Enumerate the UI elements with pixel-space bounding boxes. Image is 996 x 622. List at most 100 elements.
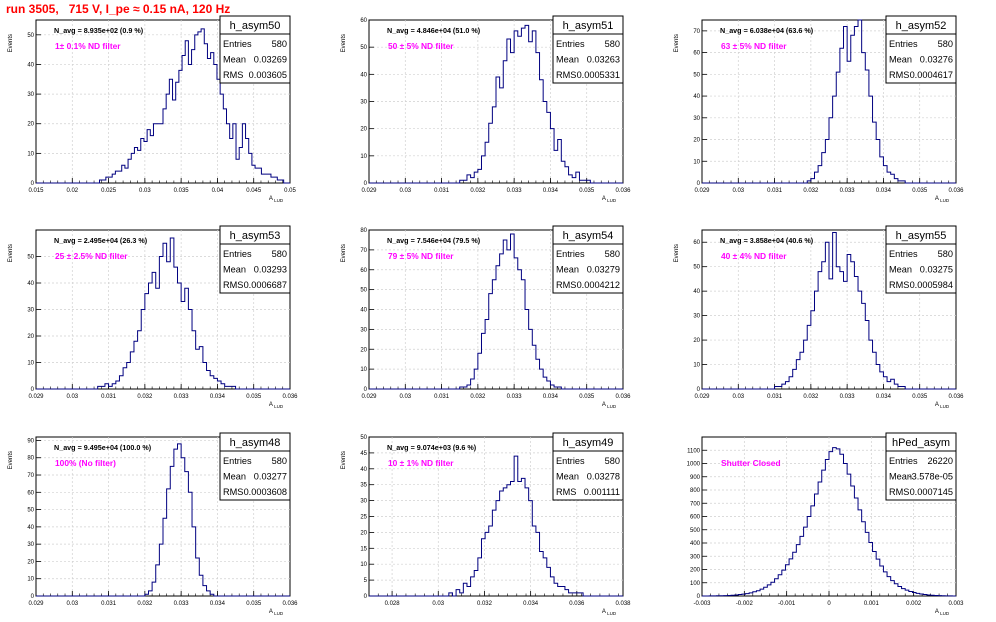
x-tick-label: 0.029 <box>28 601 44 607</box>
x-tick-label: 0.034 <box>543 188 559 194</box>
x-tick-label: 0.035 <box>579 188 595 194</box>
x-tick-label: 0.033 <box>174 601 190 607</box>
stats-box <box>885 450 957 501</box>
x-tick-label: 0.036 <box>948 394 964 400</box>
y-tick-label: 10 <box>27 151 34 157</box>
stats-value: 0.001111 <box>584 487 620 497</box>
stats-key: RMS <box>556 280 576 290</box>
x-tick-label: 0.035 <box>579 394 595 400</box>
stats-key: RMS <box>223 70 243 80</box>
x-tick-label: -0.001 <box>778 601 796 607</box>
y-tick-label: 30 <box>360 499 367 505</box>
navg-label: N_avg = 7.546e+04 (79.5 %) <box>387 236 481 245</box>
stats-key: Mean <box>223 55 246 65</box>
x-tick-label: 0.033 <box>507 188 523 194</box>
x-tick-label: 0.03 <box>139 188 151 194</box>
y-tick-label: 50 <box>27 33 34 39</box>
histogram-pad-h_asym53: 0.029 0.03 0.031 0.032 0.033 0.034 0.035 0.036 0… <box>8 225 298 409</box>
x-tick-label: 0.034 <box>543 394 559 400</box>
y-tick-label: 80 <box>27 456 34 462</box>
x-tick-label: 0.038 <box>615 601 631 607</box>
filter-annotation: 10 ± 1% ND filter <box>388 458 454 468</box>
histogram-name: h_asym48 <box>230 437 281 449</box>
histogram-name: h_asym55 <box>896 230 947 242</box>
histogram-pad-h_asym51: 0.029 0.03 0.031 0.032 0.033 0.034 0.035 0.036 0… <box>341 15 631 203</box>
filter-annotation: 40 ± 4% ND filter <box>721 251 787 261</box>
stats-value: 580 <box>272 456 287 466</box>
stats-box <box>219 33 291 84</box>
y-axis-label: Events <box>8 244 14 262</box>
y-axis-label: Events <box>8 451 14 469</box>
x-tick-label: 0.03 <box>66 394 78 400</box>
histogram-line <box>702 447 956 597</box>
stats-key: Entries <box>556 249 585 259</box>
y-tick-label: 20 <box>693 138 700 144</box>
stats-value: 0.0003608 <box>244 487 287 497</box>
histogram-pad-h_asym54: 0.029 0.03 0.031 0.032 0.033 0.034 0.035 0.036 0… <box>341 225 631 409</box>
stats-value: 580 <box>272 249 287 259</box>
stats-box <box>552 450 624 501</box>
y-tick-label: 0 <box>697 387 701 393</box>
x-tick-label: 0.03 <box>732 394 744 400</box>
stats-box <box>552 243 624 294</box>
x-tick-label: 0.03 <box>399 188 411 194</box>
stats-key: RMS <box>556 70 576 80</box>
x-tick-label: 0.036 <box>569 601 585 607</box>
stats-key: Mean <box>556 472 579 482</box>
x-axis-label: A LUD <box>602 196 617 203</box>
histogram-name: h_asym52 <box>896 20 947 32</box>
stats-box <box>885 243 957 294</box>
y-tick-label: 40 <box>360 467 367 473</box>
histogram-line <box>36 443 290 597</box>
x-tick-label: 0.032 <box>803 188 819 194</box>
y-tick-label: 10 <box>27 361 34 367</box>
stats-key: Mean <box>223 265 246 275</box>
y-tick-label: 20 <box>27 122 34 128</box>
stats-value: 0.03263 <box>587 55 620 65</box>
x-tick-label: 0.03 <box>432 601 444 607</box>
x-tick-label: 0.002 <box>906 601 922 607</box>
x-tick-label: 0.032 <box>477 601 493 607</box>
y-axis-label: Events <box>341 451 347 469</box>
y-tick-label: 90 <box>27 438 34 444</box>
y-tick-label: 45 <box>360 451 367 457</box>
y-tick-label: 40 <box>27 525 34 531</box>
x-tick-label: 0.035 <box>246 601 262 607</box>
x-tick-label: 0.03 <box>66 601 78 607</box>
y-tick-label: 50 <box>693 72 700 78</box>
y-tick-label: 5 <box>364 578 368 584</box>
y-tick-label: 10 <box>360 562 367 568</box>
x-tick-label: 0.029 <box>28 394 44 400</box>
stats-value: 0.03293 <box>254 265 287 275</box>
x-tick-label: 0.032 <box>137 394 153 400</box>
stats-key: Mean <box>889 55 912 65</box>
stats-key: RMS <box>889 487 909 497</box>
y-tick-label: 20 <box>360 127 367 133</box>
x-axis-label: A LUD <box>935 609 950 616</box>
x-tick-label: 0.036 <box>615 394 631 400</box>
stats-key: Mean <box>556 265 579 275</box>
histogram-name: h_asym54 <box>563 230 614 242</box>
x-tick-label: 0.033 <box>174 394 190 400</box>
y-axis-label: Events <box>674 244 680 262</box>
histogram-name: h_asym49 <box>563 437 614 449</box>
stats-box <box>552 33 624 84</box>
histogram-pad-h_asym49: 0.028 0.03 0.032 0.034 0.036 0.038 0 5 10 15 20 25 3… <box>341 432 631 616</box>
y-tick-label: 0 <box>31 181 35 187</box>
y-tick-label: 20 <box>360 347 367 353</box>
page-title: run 3505, 715 V, I_pe ≈ 0.15 nA, 120 Hz <box>6 2 231 16</box>
navg-label: N_avg = 9.495e+04 (100.0 %) <box>54 443 152 452</box>
x-tick-label: 0.032 <box>803 394 819 400</box>
x-tick-label: 0.031 <box>434 188 450 194</box>
x-tick-label: 0.02 <box>66 188 78 194</box>
x-tick-label: 0.029 <box>694 394 710 400</box>
x-tick-label: 0.035 <box>174 188 190 194</box>
y-tick-label: 600 <box>690 515 701 521</box>
x-tick-label: 0.032 <box>137 601 153 607</box>
filter-annotation: 1± 0.1% ND filter <box>55 41 121 51</box>
y-tick-label: 10 <box>360 367 367 373</box>
x-tick-label: 0.032 <box>470 188 486 194</box>
x-tick-label: 0.025 <box>101 188 117 194</box>
y-tick-label: 70 <box>693 29 700 35</box>
y-tick-label: 10 <box>360 154 367 160</box>
